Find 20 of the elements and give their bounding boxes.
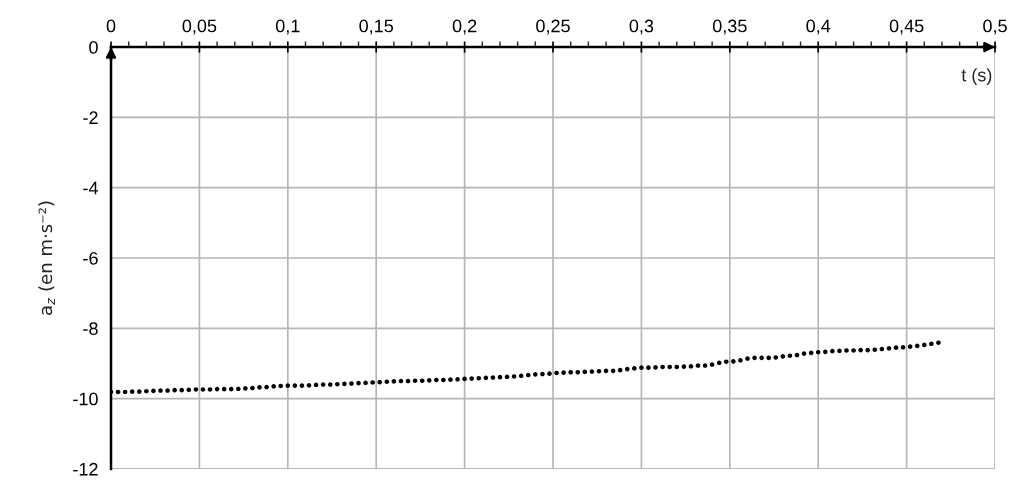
- x-tick-label: 0,1: [275, 19, 300, 35]
- y-tick-label: -8: [83, 322, 98, 336]
- y-axis-title: a$_{z}$ (en m·s⁻²): [38, 201, 55, 315]
- y-tick-label: -4: [83, 181, 98, 195]
- y-tick-label: -10: [73, 392, 98, 406]
- x-tick-label: 0,5: [983, 19, 1007, 35]
- x-axis-title: t (s): [961, 68, 992, 85]
- x-tick-label: 0,2: [452, 19, 477, 35]
- x-tick-label: 0,25: [536, 19, 570, 35]
- y-tick-label: -6: [83, 251, 98, 265]
- x-tick-label: 0,05: [182, 19, 217, 35]
- x-tick-label: 0,15: [359, 19, 394, 35]
- y-tick-label: 0: [89, 40, 98, 54]
- x-tick-label: 0,3: [629, 19, 654, 35]
- x-tick-label: 0,4: [806, 19, 831, 35]
- y-tick-label: -2: [83, 111, 98, 124]
- x-tick-label: 0,35: [712, 19, 747, 35]
- x-tick-label: 0: [106, 19, 116, 33]
- y-tick-label: -12: [73, 462, 98, 476]
- x-tick-label: 0,45: [889, 19, 924, 35]
